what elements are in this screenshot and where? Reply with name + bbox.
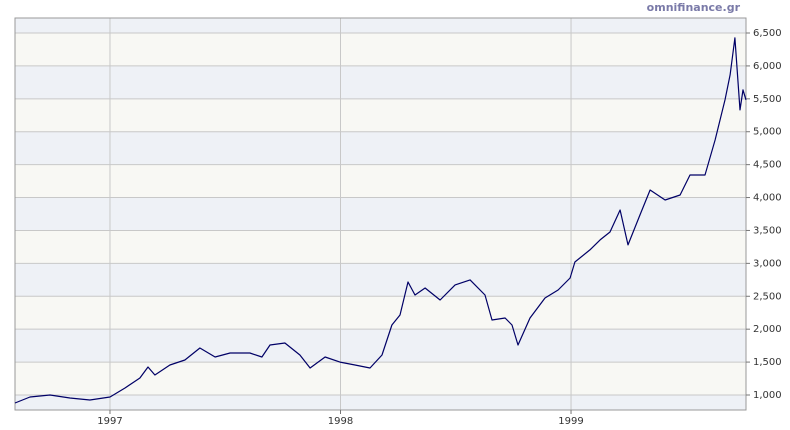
grid (15, 18, 746, 410)
band (15, 65, 746, 99)
band (15, 197, 746, 231)
y-tick-label: 2,000 (753, 324, 782, 335)
y-tick-label: 4,500 (753, 160, 782, 171)
watermark: omnifinance.gr (647, 1, 741, 14)
y-tick-label: 5,000 (753, 127, 782, 138)
y-tick-label: 3,500 (753, 225, 782, 236)
band (15, 362, 746, 395)
y-tick-label: 2,500 (753, 291, 782, 302)
y-tick-label: 1,000 (753, 390, 782, 401)
y-tick-label: 3,000 (753, 258, 782, 269)
x-tick-label: 1999 (558, 416, 583, 427)
x-tick-label: 1998 (328, 416, 353, 427)
band (15, 263, 746, 297)
bands (15, 18, 746, 410)
band (15, 98, 746, 132)
band (15, 131, 746, 165)
y-tick-label: 4,000 (753, 193, 782, 204)
y-tick-label: 6,500 (753, 28, 782, 39)
x-tick-label: 1997 (97, 416, 122, 427)
y-tick-label: 6,000 (753, 61, 782, 72)
band (15, 230, 746, 264)
price-line (14, 37, 747, 404)
band (15, 164, 746, 198)
band (15, 18, 746, 34)
band (15, 296, 746, 330)
y-tick-label: 1,500 (753, 357, 782, 368)
band (15, 394, 746, 410)
band (15, 33, 746, 66)
plot-frame (14, 17, 747, 411)
y-tick-label: 5,500 (753, 94, 782, 105)
